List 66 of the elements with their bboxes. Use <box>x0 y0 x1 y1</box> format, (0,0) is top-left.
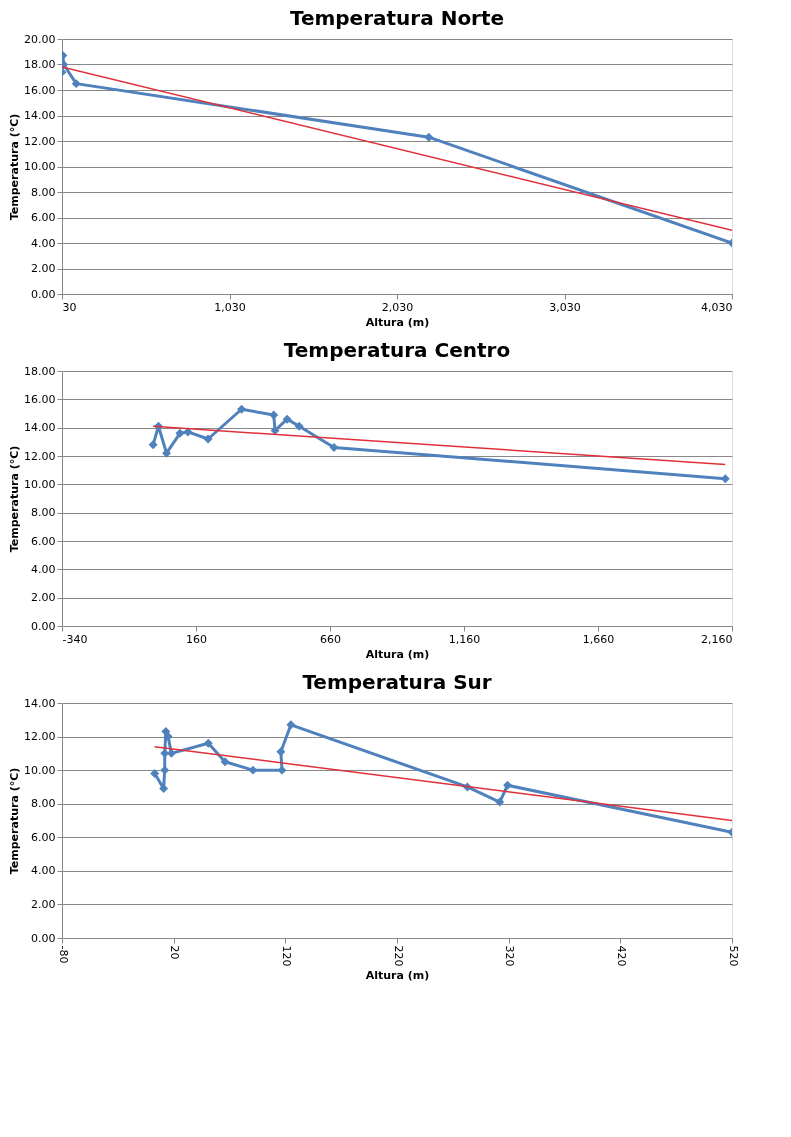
y-axis-title: Temperatura (°C) <box>8 767 22 875</box>
x-tick-label: 2,160 <box>701 632 733 646</box>
y-tick-label: 14.00 <box>24 109 56 122</box>
y-tick-label: 2.00 <box>31 591 56 605</box>
y-tick-label: 8.00 <box>31 185 56 199</box>
chart-title: Temperatura Sur <box>302 670 492 694</box>
y-tick-label: 12.00 <box>24 730 56 744</box>
y-tick-label: 10.00 <box>24 477 56 491</box>
point <box>150 769 160 778</box>
x-tick-label: 420 <box>614 945 628 967</box>
point <box>159 784 169 794</box>
point <box>220 757 230 767</box>
y-tick-label: 0.00 <box>31 287 56 301</box>
point <box>248 765 258 775</box>
y-tick-label: 4.00 <box>31 562 56 576</box>
x-axis-title: Altura (m) <box>365 647 430 661</box>
y-tick-label: 12.00 <box>24 134 56 148</box>
y-tick-label: 10.00 <box>24 763 56 777</box>
x-tick-label: 320 <box>503 945 517 967</box>
x-tick-label: 120 <box>279 945 293 967</box>
y-tick-label: 8.00 <box>31 797 56 811</box>
x-tick-label: 1,660 <box>582 632 615 646</box>
y-tick-label: 8.00 <box>31 506 56 520</box>
y-tick-label: 0.00 <box>31 931 56 945</box>
y-tick-label: 14.00 <box>24 696 56 710</box>
x-axis-title: Altura (m) <box>365 315 430 329</box>
x-tick-label: 20 <box>168 945 182 960</box>
y-tick-label: 12.00 <box>24 449 56 463</box>
y-tick-label: 18.00 <box>24 58 56 71</box>
point <box>203 738 213 748</box>
y-axis-title: Temperatura (°C) <box>8 113 22 221</box>
chart-title: Temperatura Centro <box>283 338 511 362</box>
chart-title: Temperatura Norte <box>289 6 505 30</box>
point <box>495 797 505 807</box>
y-tick-label: 2.00 <box>31 262 56 275</box>
x-tick-label: 520 <box>726 945 740 967</box>
y-tick-label: 4.00 <box>31 236 56 250</box>
x-axis-title: Altura (m) <box>365 969 430 983</box>
x-tick-label: 160 <box>186 632 207 646</box>
x-tick-label: 4,030 <box>701 300 733 314</box>
y-tick-label: 6.00 <box>31 830 56 844</box>
point <box>163 732 173 742</box>
x-tick-label: -80 <box>56 945 70 964</box>
x-tick-label: 3,030 <box>549 300 581 314</box>
point <box>286 720 296 730</box>
x-tick-label: 30 <box>62 300 77 314</box>
y-tick-label: 6.00 <box>31 211 56 224</box>
y-tick-label: 16.00 <box>24 392 56 406</box>
y-tick-label: 14.00 <box>24 421 56 435</box>
y-tick-label: 0.00 <box>31 619 56 633</box>
x-tick-label: -340 <box>62 632 88 646</box>
x-tick-label: 220 <box>391 945 405 967</box>
y-axis-title: Temperatura (°C) <box>8 445 22 553</box>
point <box>503 780 513 790</box>
y-tick-label: 6.00 <box>31 534 56 548</box>
y-tick-label: 2.00 <box>31 897 56 911</box>
x-tick-label: 660 <box>320 632 341 646</box>
y-tick-label: 20.00 <box>24 32 56 46</box>
x-tick-label: 2,030 <box>381 300 414 314</box>
x-tick-label: 1,030 <box>214 300 246 314</box>
y-tick-label: 4.00 <box>31 864 56 878</box>
y-tick-label: 10.00 <box>24 160 56 173</box>
y-tick-label: 16.00 <box>24 83 56 97</box>
y-tick-label: 18.00 <box>24 364 56 378</box>
point <box>276 747 286 757</box>
x-tick-label: 1,160 <box>448 632 481 646</box>
